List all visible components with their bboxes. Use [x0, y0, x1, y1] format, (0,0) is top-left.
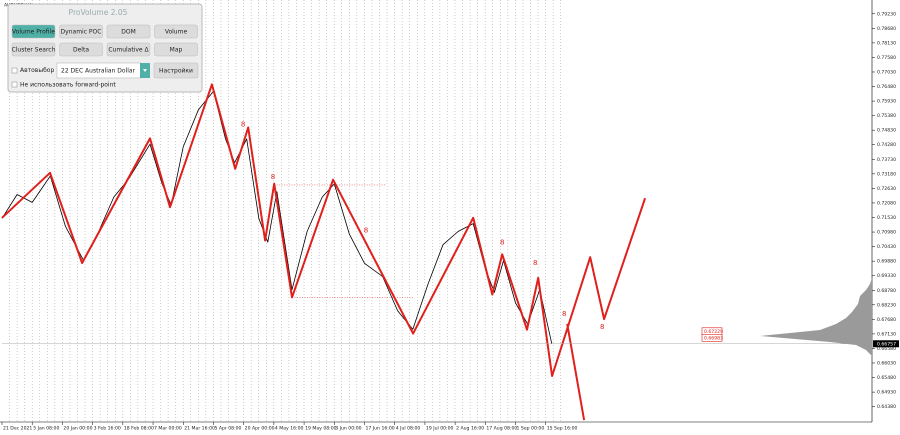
y-tick-label: 0.75930: [877, 99, 896, 105]
wave-label: 8: [500, 238, 504, 246]
current-price-box: [873, 340, 899, 348]
x-tick-label: 7 Mar 00:00: [154, 426, 182, 432]
y-tick-label: 0.68230: [877, 302, 896, 308]
y-tick-label: 0.77580: [877, 55, 896, 61]
y-tick-label: 0.68780: [877, 288, 896, 294]
y-tick-label: 0.74280: [877, 142, 896, 148]
settings-button[interactable]: [153, 62, 199, 79]
y-tick-label: 0.75380: [877, 113, 896, 119]
y-tick-label: 0.67130: [877, 331, 896, 337]
wave-label: 8: [533, 259, 537, 267]
panel-button[interactable]: [11, 24, 56, 39]
x-tick-label: 17 Aug 08:00: [486, 426, 517, 432]
button-label: Map: [170, 47, 183, 54]
x-tick-label: 5 Jan 08:00: [33, 426, 59, 432]
x-tick-label: 19 May 08:00: [305, 426, 337, 432]
button-label: Volume: [165, 29, 188, 36]
button-label: Dynamic POC: [61, 29, 102, 36]
x-tick-label: 19 Jul 00:00: [426, 426, 454, 432]
wave-label: 8: [271, 173, 275, 181]
settings: Настройки: [159, 68, 193, 75]
panel-button[interactable]: [154, 24, 198, 39]
y-tick-label: 0.78130: [877, 40, 896, 46]
y-tick-label: 0.67680: [877, 317, 896, 323]
wave-label: 8: [364, 227, 368, 235]
x-tick-label: 18 Feb 08:00: [124, 426, 154, 432]
forward-point[interactable]: Не использовать forward-point: [20, 82, 116, 89]
panel-button[interactable]: [154, 42, 198, 57]
y-tick-label: 0.79230: [877, 11, 896, 17]
x-tick-label: 17 Jun 16:00: [366, 426, 395, 432]
x-tick-label: 15 Sep 16:00: [547, 426, 578, 432]
instrument: 22 DEC Australian Dollar: [61, 68, 136, 75]
y-tick-label: 0.69330: [877, 273, 896, 279]
y-tick-label: 0.73180: [877, 171, 896, 177]
button-label: DOM: [121, 29, 136, 36]
x-tick-label: 4 May 16:00: [275, 426, 304, 432]
y-tick-label: 0.77030: [877, 69, 896, 75]
provolume-panel: ProVolume 2.05 Volume Profile Dynamic POC…: [7, 3, 203, 93]
current-price-label: 0.66757: [877, 341, 896, 347]
volume-profile: [760, 278, 872, 356]
wave-label: 8: [600, 323, 604, 331]
y-tick-label: 0.76480: [877, 84, 896, 90]
y-tick-label: 0.64380: [877, 404, 896, 410]
button-label: Delta: [73, 47, 89, 54]
y-tick-label: 0.71530: [877, 215, 896, 221]
y-tick-label: 0.72080: [877, 200, 896, 206]
arrow-icon: [143, 69, 147, 72]
x-tick-label: 20 Apr 00:00: [245, 426, 275, 432]
y-tick-label: 0.73730: [877, 157, 896, 163]
x-tick-label: 20 Jan 00:00: [63, 426, 92, 432]
panel-title: ProVolume 2.05: [69, 8, 128, 17]
checkbox[interactable]: [11, 81, 18, 88]
price-box: [701, 333, 723, 342]
y-tick-label: 0.66030: [877, 361, 896, 367]
x-tick-label: 4 Jul 08:00: [396, 426, 421, 432]
price-box-label: 0.67229: [704, 329, 723, 335]
series-line: [1, 83, 647, 421]
panel-button[interactable]: [11, 42, 56, 57]
wave-label: 8: [241, 121, 245, 129]
y-tick-label: 0.74830: [877, 128, 896, 134]
price-box-label: 0.66983: [704, 335, 723, 341]
x-tick-label: 1 Sep 00:00: [517, 426, 545, 432]
series-line: [1, 90, 553, 344]
y-tick-label: 0.69880: [877, 259, 896, 265]
y-tick-label: 0.66580: [877, 346, 896, 352]
panel-button[interactable]: [106, 42, 151, 57]
x-tick-label: 2 Aug 16:00: [456, 426, 484, 432]
y-tick-label: 0.64930: [877, 390, 896, 396]
y-tick-label: 0.70980: [877, 230, 896, 236]
x-tick-label: 3 Jun 00:00: [335, 426, 361, 432]
button-label: Cluster Search: [12, 47, 56, 54]
x-tick-label: 21 Dec 2021: [3, 426, 32, 432]
panel-bg: [7, 3, 203, 93]
x-tick-label: 3 Feb 16:00: [94, 426, 121, 432]
y-tick-label: 0.70430: [877, 244, 896, 250]
x-tick-label: 5 Apr 08:00: [214, 426, 241, 432]
y-tick-label: 0.65480: [877, 375, 896, 381]
panel-button[interactable]: [59, 42, 103, 57]
y-tick-label: 0.72630: [877, 186, 896, 192]
checkbox[interactable]: [11, 67, 18, 74]
panel-button[interactable]: [106, 24, 151, 39]
auto-select[interactable]: Автовыбор: [20, 67, 54, 74]
y-tick-label: 0.78680: [877, 26, 896, 32]
button-label: Volume Profile: [12, 29, 55, 36]
wave-label: 8: [562, 310, 566, 318]
button-label: Cumulative Δ: [108, 47, 149, 54]
panel-button[interactable]: [59, 24, 103, 39]
x-tick-label: 21 Mar 16:00: [184, 426, 215, 432]
